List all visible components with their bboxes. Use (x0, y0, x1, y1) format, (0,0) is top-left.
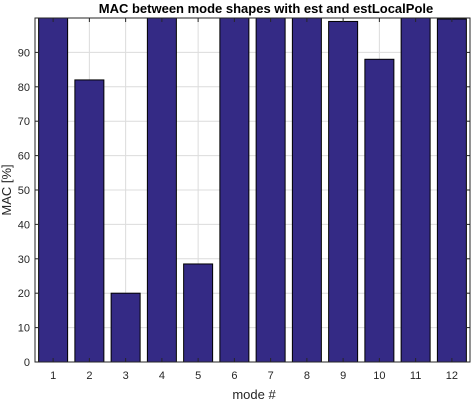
y-tick-label-10: 10 (18, 323, 30, 335)
y-axis-label: MAC [%] (0, 164, 14, 215)
x-tick-label-4: 4 (159, 370, 165, 382)
x-tick-label-6: 6 (231, 370, 237, 382)
bar-mode-3 (110, 292, 141, 363)
x-tick-label-5: 5 (195, 370, 201, 382)
bar-mode-4 (146, 17, 177, 363)
bar-mode-11 (400, 17, 431, 363)
y-tick-label-30: 30 (18, 254, 30, 266)
axis-ticks (35, 18, 470, 363)
bar-mode-8 (291, 17, 322, 363)
bars (38, 17, 467, 363)
y-tick-label-0: 0 (24, 357, 30, 369)
x-tick-label-2: 2 (86, 370, 92, 382)
y-tick-label-20: 20 (18, 288, 30, 300)
bar-mode-1 (38, 17, 69, 363)
bar-mode-10 (364, 58, 395, 363)
x-axis-label: mode # (232, 387, 276, 402)
x-tick-label-11: 11 (410, 370, 421, 382)
y-tick-label-40: 40 (18, 219, 30, 231)
x-tick-label-3: 3 (123, 370, 129, 382)
x-tick-label-9: 9 (340, 370, 346, 382)
y-tick-label-80: 80 (18, 82, 30, 94)
y-tick-label-90: 90 (18, 47, 30, 59)
x-tick-label-10: 10 (373, 370, 385, 382)
x-tick-labels: 1 2 3 4 5 6 7 8 9 10 11 12 (50, 370, 458, 382)
x-tick-label-12: 12 (446, 370, 458, 382)
y-tick-labels: 0 10 20 30 40 50 60 70 80 90 (18, 47, 30, 369)
bar-mode-6 (219, 17, 250, 363)
y-tick-label-50: 50 (18, 185, 30, 197)
x-tick-label-1: 1 (50, 370, 56, 382)
bar-mode-7 (255, 17, 286, 363)
x-tick-label-7: 7 (268, 370, 274, 382)
bar-mode-5 (183, 263, 214, 363)
y-tick-label-60: 60 (18, 151, 30, 163)
chart-title: MAC between mode shapes with est and est… (99, 1, 433, 16)
y-tick-label-70: 70 (18, 116, 30, 128)
bar-mode-2 (74, 79, 105, 363)
bar-mode-9 (328, 20, 359, 363)
x-tick-label-8: 8 (304, 370, 310, 382)
bar-mode-12 (436, 18, 467, 363)
